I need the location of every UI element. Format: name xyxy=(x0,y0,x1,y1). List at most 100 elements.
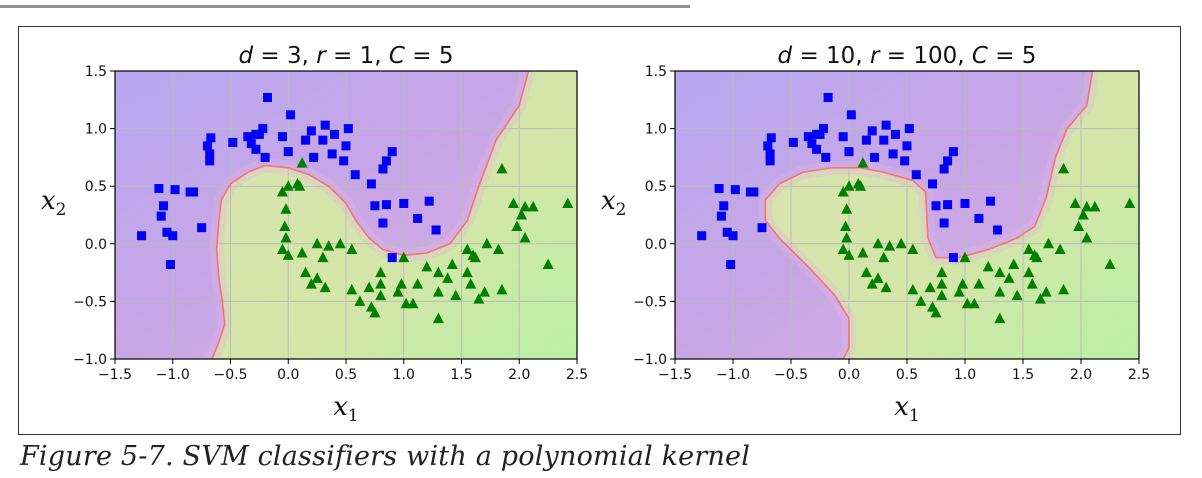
data-point-triangle xyxy=(1058,283,1070,295)
data-point-square xyxy=(928,179,938,189)
data-point-triangle xyxy=(375,278,387,289)
data-point-triangle xyxy=(837,243,849,255)
data-point-triangle xyxy=(1034,293,1046,304)
data-point-square xyxy=(202,141,212,151)
data-point-triangle xyxy=(959,251,971,263)
data-point-triangle xyxy=(994,312,1006,324)
data-point-square xyxy=(763,141,773,151)
data-point-square xyxy=(765,156,775,166)
data-point-triangle xyxy=(857,247,869,258)
title-part: r xyxy=(870,43,881,69)
data-point-triangle xyxy=(915,295,927,306)
x-tick-label: 0.0 xyxy=(277,367,299,383)
x-tick-label: 1.0 xyxy=(954,367,976,383)
data-point-square xyxy=(911,170,921,180)
data-point-square xyxy=(156,211,166,221)
data-point-triangle xyxy=(363,281,375,293)
data-point-triangle xyxy=(930,306,942,318)
data-point-triangle xyxy=(1040,286,1052,297)
x-tick-label: 1.0 xyxy=(393,367,415,383)
data-point-triangle xyxy=(346,283,358,295)
plot-title: d = 10, r = 100, C = 5 xyxy=(778,43,1037,69)
data-point-square xyxy=(818,124,828,134)
title-part: = 3, xyxy=(253,43,316,69)
data-point-square xyxy=(162,227,172,237)
figure-canvas: −1.5 −1.0 −0.5 0.0 0.5 1.0 1.5 2.0 2.5−1.0−0.50.… xyxy=(41,43,1150,426)
y-tick-label: 0.5 xyxy=(85,179,107,195)
plot-panel-2: −1.5 −1.0 −0.5 0.0 0.5 1.0 1.5 2.0 2.5−1.0−0.50.… xyxy=(601,43,1150,426)
data-point-square xyxy=(277,132,287,142)
data-point-triangle xyxy=(398,251,410,263)
data-point-square xyxy=(318,135,328,145)
data-point-triangle xyxy=(1073,220,1085,232)
data-point-triangle xyxy=(878,251,890,263)
data-point-triangle xyxy=(562,197,574,208)
data-point-triangle xyxy=(432,286,444,297)
data-point-triangle xyxy=(282,180,294,191)
data-point-square xyxy=(413,213,423,223)
decision-boundary xyxy=(764,71,1094,359)
data-point-triangle xyxy=(446,258,458,270)
data-point-square xyxy=(399,198,409,208)
x-tick-label: 1.5 xyxy=(1012,367,1034,383)
data-point-triangle xyxy=(1043,237,1055,249)
data-point-square xyxy=(378,218,388,228)
data-point-square xyxy=(870,152,880,162)
data-point-square xyxy=(306,126,316,136)
data-point-square xyxy=(890,129,900,139)
title-part: d xyxy=(778,43,793,69)
data-point-triangle xyxy=(957,278,969,289)
data-point-triangle xyxy=(392,286,404,297)
data-point-square xyxy=(246,139,256,149)
data-point-triangle xyxy=(432,266,444,278)
title-part: d xyxy=(239,43,254,69)
data-point-square xyxy=(788,137,798,147)
data-point-triangle xyxy=(855,180,867,191)
data-point-square xyxy=(888,149,898,159)
data-point-triangle xyxy=(334,237,346,249)
title-part: r xyxy=(316,43,327,69)
data-point-square xyxy=(844,147,854,157)
y-axis-label-main: x xyxy=(41,186,56,216)
data-point-square xyxy=(730,185,740,195)
x-tick-label: 0.5 xyxy=(335,367,357,383)
data-point-square xyxy=(343,124,353,134)
data-point-square xyxy=(366,179,376,189)
data-point-square xyxy=(251,144,261,154)
data-point-square xyxy=(719,201,729,211)
data-point-square xyxy=(861,135,871,145)
data-point-triangle xyxy=(346,243,358,255)
x-tick-label: −1.5 xyxy=(658,367,692,383)
data-point-triangle xyxy=(323,240,335,251)
data-point-triangle xyxy=(1081,200,1093,212)
x-axis-label-main: x xyxy=(894,392,909,422)
y-axis-label: x2 xyxy=(41,186,67,220)
data-point-square xyxy=(948,253,958,263)
y-tick-label: 0.0 xyxy=(645,237,667,253)
data-point-triangle xyxy=(1003,272,1015,283)
data-point-triangle xyxy=(1069,197,1081,208)
y-tick-label: 1.5 xyxy=(645,64,667,80)
data-point-triangle xyxy=(461,243,473,255)
data-point-triangle xyxy=(280,232,292,243)
data-point-triangle xyxy=(450,289,462,301)
data-point-square xyxy=(387,147,397,157)
data-point-square xyxy=(286,110,296,120)
data-point-triangle xyxy=(1011,289,1023,301)
data-point-square xyxy=(697,231,707,241)
plot-area xyxy=(115,71,577,359)
y-tick-label: 1.0 xyxy=(645,122,667,138)
data-point-triangle xyxy=(395,278,407,289)
data-point-square xyxy=(258,124,268,134)
y-axis-label: x2 xyxy=(601,186,627,220)
data-point-square xyxy=(939,164,949,174)
title-part: = 1, xyxy=(326,43,389,69)
data-point-triangle xyxy=(400,297,412,309)
data-point-triangle xyxy=(311,237,323,249)
data-point-square xyxy=(823,92,833,102)
data-point-triangle xyxy=(994,286,1006,297)
data-point-triangle xyxy=(516,209,528,220)
y-tick-label: 1.0 xyxy=(85,122,107,138)
data-point-triangle xyxy=(412,278,424,289)
data-point-triangle xyxy=(276,243,288,255)
